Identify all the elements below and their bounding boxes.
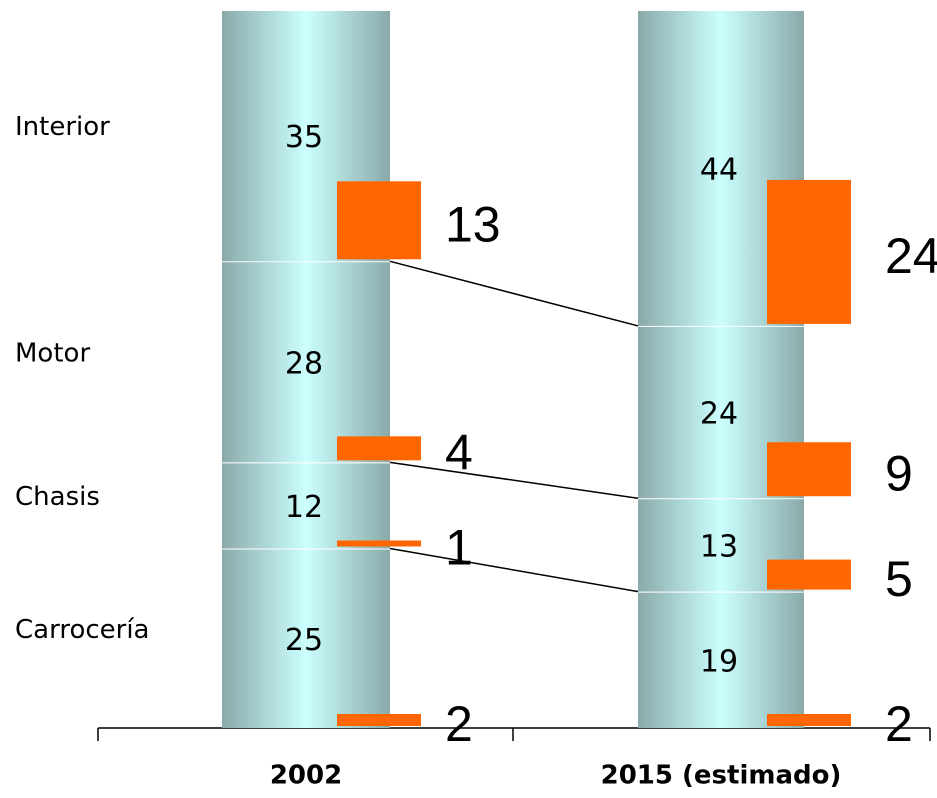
sub-value: 5 <box>885 551 913 607</box>
sub-value: 2 <box>445 696 473 752</box>
x-tick-label: 2015 (estimado) <box>601 761 842 791</box>
sub-bar <box>767 179 851 324</box>
sub-value: 2 <box>885 696 913 752</box>
sub-bar <box>337 181 421 260</box>
segment-value: 28 <box>285 346 323 381</box>
segment-value: 13 <box>700 529 738 564</box>
segment-name: Carrocería <box>15 615 149 645</box>
sub-bar <box>337 436 421 461</box>
connector <box>389 461 639 499</box>
sub-bar <box>767 559 851 590</box>
segment-value: 24 <box>700 397 738 432</box>
connector <box>389 260 639 327</box>
segment-value: 35 <box>285 120 323 155</box>
segment-name: Motor <box>15 338 90 368</box>
segment-value: 12 <box>285 490 323 525</box>
segment-name: Chasis <box>15 482 100 512</box>
segment <box>222 548 390 728</box>
segment-name: Interior <box>15 112 110 142</box>
sub-bar <box>767 714 851 726</box>
segment <box>638 591 804 728</box>
segment <box>222 462 390 549</box>
connector <box>389 547 639 593</box>
segment <box>222 261 390 463</box>
segment-value: 25 <box>285 623 323 658</box>
sub-value: 24 <box>885 228 937 284</box>
segment-value: 44 <box>700 152 738 187</box>
sub-bar <box>337 714 421 726</box>
sub-value: 13 <box>445 197 501 253</box>
x-tick-label: 2002 <box>270 761 342 791</box>
sub-bar <box>337 540 421 547</box>
segment-value: 19 <box>700 644 738 679</box>
sub-value: 9 <box>885 445 913 501</box>
sub-value: 1 <box>445 520 473 576</box>
sub-bar <box>767 442 851 497</box>
